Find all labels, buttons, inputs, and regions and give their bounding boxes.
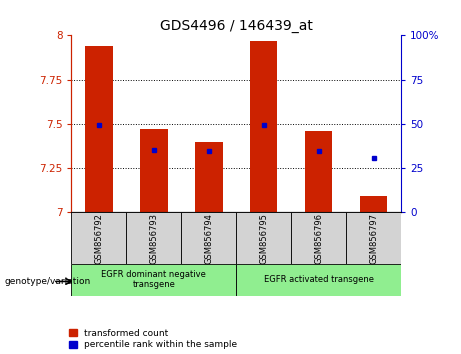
Bar <box>346 212 401 264</box>
Text: GSM856794: GSM856794 <box>204 213 213 263</box>
Bar <box>71 212 126 264</box>
Text: GSM856792: GSM856792 <box>95 213 103 263</box>
Bar <box>305 131 332 212</box>
Bar <box>85 46 112 212</box>
Text: EGFR activated transgene: EGFR activated transgene <box>264 275 374 284</box>
Text: genotype/variation: genotype/variation <box>5 277 91 286</box>
Bar <box>360 196 387 212</box>
Text: GSM856793: GSM856793 <box>149 212 159 264</box>
Text: EGFR dominant negative
transgene: EGFR dominant negative transgene <box>101 270 206 289</box>
Legend: transformed count, percentile rank within the sample: transformed count, percentile rank withi… <box>69 329 237 349</box>
Title: GDS4496 / 146439_at: GDS4496 / 146439_at <box>160 19 313 33</box>
Bar <box>195 142 223 212</box>
Bar <box>140 129 168 212</box>
Text: GSM856796: GSM856796 <box>314 212 323 264</box>
Bar <box>236 264 401 296</box>
Text: GSM856795: GSM856795 <box>259 213 268 263</box>
Text: GSM856797: GSM856797 <box>369 212 378 264</box>
Bar <box>250 41 278 212</box>
Bar <box>126 212 181 264</box>
Bar <box>291 212 346 264</box>
Bar <box>71 264 236 296</box>
Bar <box>236 212 291 264</box>
Bar <box>181 212 236 264</box>
